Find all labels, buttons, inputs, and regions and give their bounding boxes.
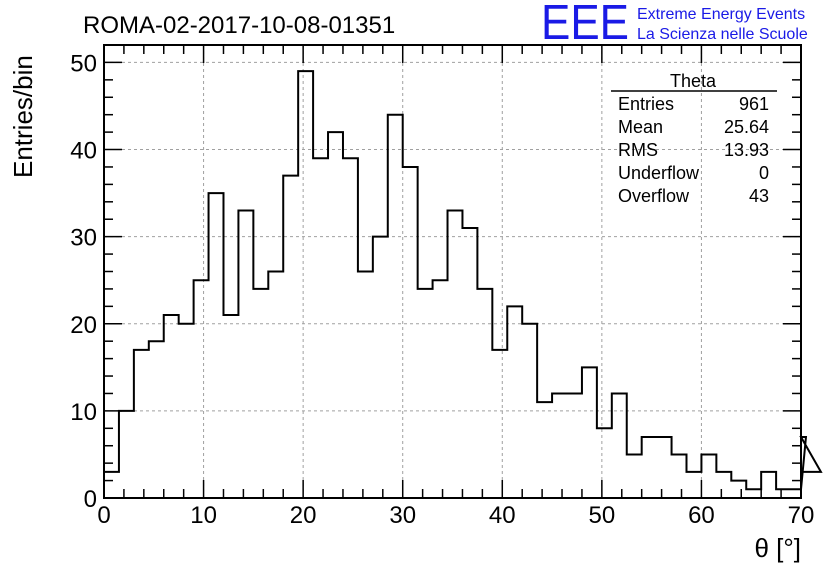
y-tick-label: 40	[70, 138, 97, 165]
x-tick-label: 20	[290, 502, 317, 529]
x-tick-label: 60	[688, 502, 715, 529]
logo-caption-line1: Extreme Energy Events	[637, 6, 805, 23]
run-title: ROMA-02-2017-10-08-01351	[83, 12, 395, 39]
x-tick-label: 50	[589, 502, 616, 529]
stats-value: 961	[739, 94, 769, 114]
x-tick-label: 70	[788, 502, 815, 529]
histogram-step-line	[103, 70, 823, 498]
y-tick-label: 0	[84, 486, 97, 513]
plot-frame	[103, 44, 802, 499]
stats-box: Theta Entries 961 Mean 25.64 RMS 13.93 Underfl…	[611, 71, 777, 206]
stats-label: RMS	[618, 140, 658, 160]
y-tick-label: 10	[70, 399, 97, 426]
y-axis-label: Entries/bin	[8, 55, 38, 178]
x-tick-label: 30	[389, 502, 416, 529]
stats-label: Entries	[618, 94, 674, 114]
y-tick-labels: 0 10 20 30 40 50	[70, 50, 97, 513]
stats-value: 43	[749, 186, 769, 206]
x-tick-label: 40	[489, 502, 516, 529]
x-axis-label: θ [°]	[754, 533, 801, 563]
stats-value: 25.64	[724, 117, 769, 137]
x-tick-labels: 0 10 20 30 40 50 60 70	[97, 502, 814, 529]
stats-title: Theta	[670, 71, 717, 91]
stats-value: 0	[759, 163, 769, 183]
eee-logo: EEE	[541, 0, 629, 50]
y-tick-label: 20	[70, 312, 97, 339]
x-tick-label: 0	[97, 502, 110, 529]
stats-label: Underflow	[618, 163, 700, 183]
stats-value: 13.93	[724, 140, 769, 160]
stats-rows: Entries 961 Mean 25.64 RMS 13.93 Underflow 0 Ove…	[618, 94, 769, 206]
logo-caption-line2: La Scienza nelle Scuole	[637, 26, 808, 43]
y-tick-label: 30	[70, 225, 97, 252]
y-tick-label: 50	[70, 50, 97, 77]
stats-label: Overflow	[618, 186, 690, 206]
grid-lines	[104, 45, 801, 498]
x-tick-label: 10	[190, 502, 217, 529]
stats-label: Mean	[618, 117, 663, 137]
